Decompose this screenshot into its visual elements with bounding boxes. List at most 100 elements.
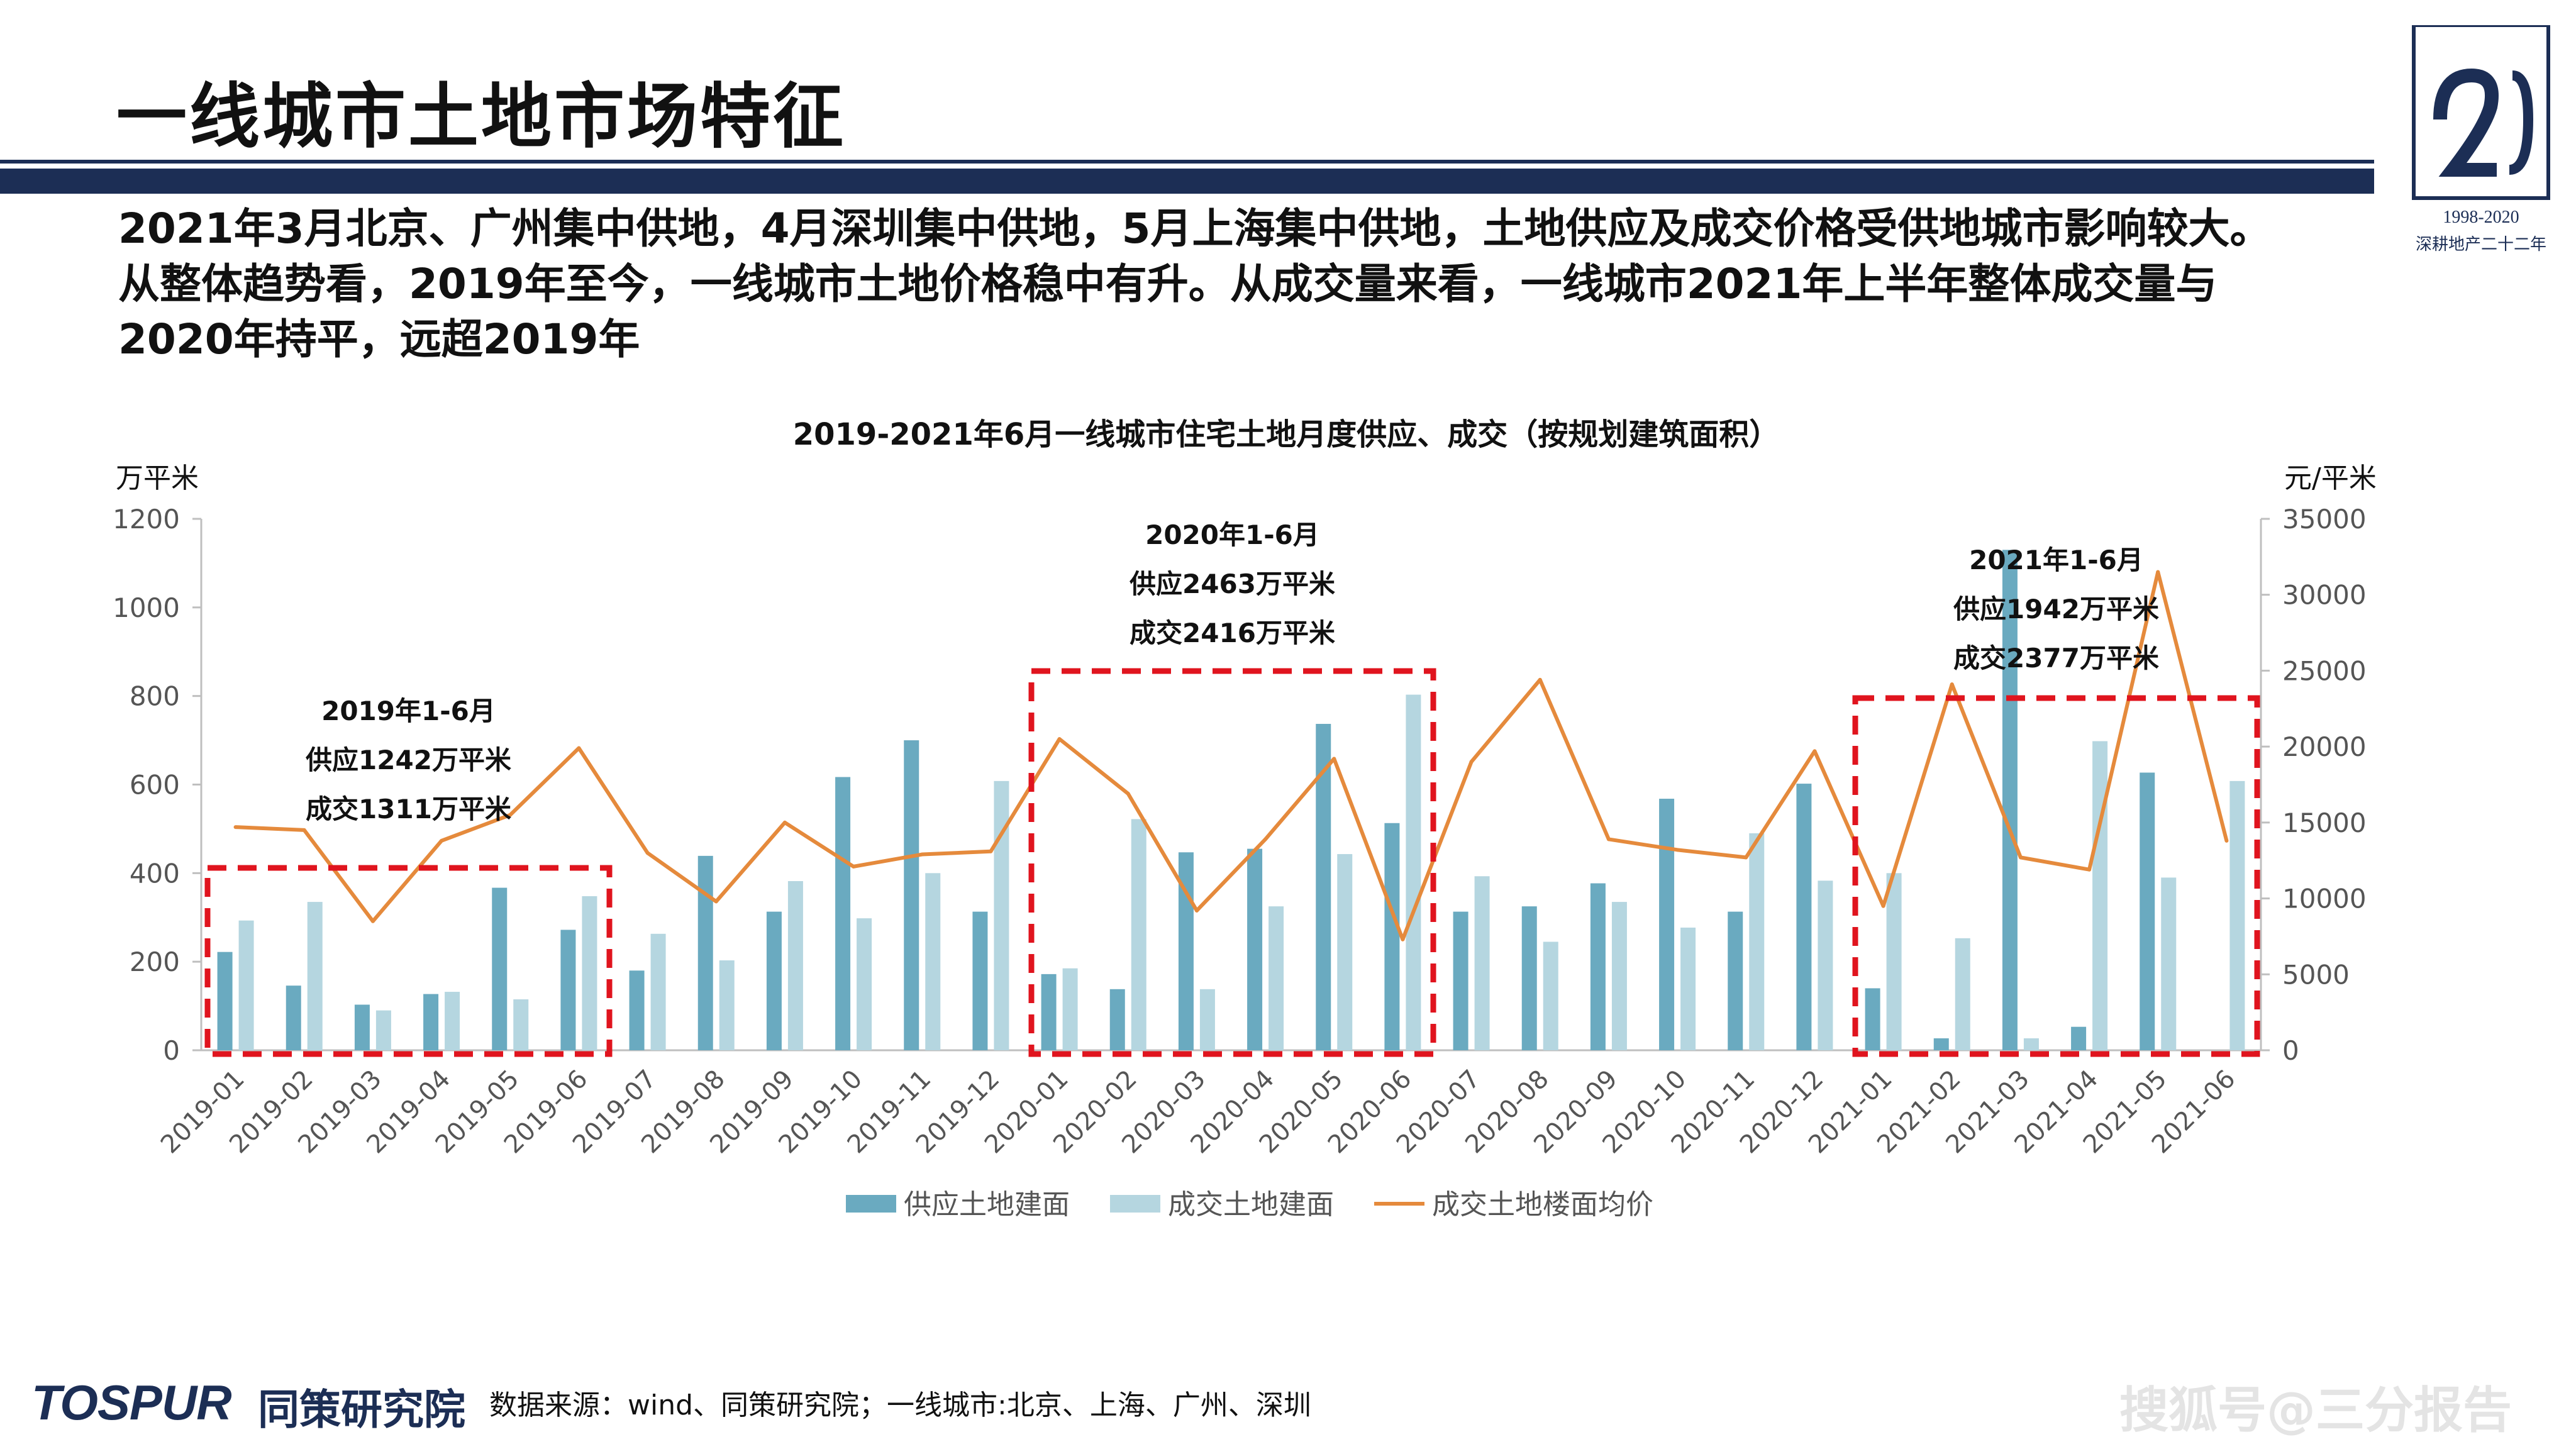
right-tick-label: 0 xyxy=(2282,1035,2299,1066)
annotation-label: 成交2416万平米 xyxy=(1130,618,1335,648)
deal-bar xyxy=(719,960,735,1050)
annotation-label: 供应1942万平米 xyxy=(1953,594,2159,625)
deal-bar xyxy=(1406,694,1421,1050)
supply-bar xyxy=(1453,911,1468,1050)
deal-bar xyxy=(2161,877,2177,1050)
supply-bar xyxy=(286,985,301,1050)
supply-bar xyxy=(1521,906,1537,1050)
supply-bar xyxy=(2140,772,2155,1050)
price-point xyxy=(1263,837,1268,841)
price-point xyxy=(1606,837,1611,841)
right-tick-label: 25000 xyxy=(2282,655,2367,686)
deal-bar xyxy=(1818,880,1833,1050)
supply-bar xyxy=(1659,799,1675,1050)
supply-bar xyxy=(354,1004,370,1050)
price-point xyxy=(508,813,513,817)
deal-bar xyxy=(650,933,666,1050)
price-point xyxy=(1126,791,1130,796)
price-point xyxy=(714,899,718,904)
tospur-logo-cn: 同策研究院 xyxy=(258,1385,465,1434)
supply-bar xyxy=(904,740,919,1050)
supply-bar xyxy=(766,911,782,1050)
deal-bar xyxy=(1062,968,1078,1050)
supply-bar xyxy=(1728,911,1743,1050)
left-tick-label: 1000 xyxy=(113,592,180,623)
annotation-label: 2020年1-6月 xyxy=(1145,519,1319,550)
supply-bar xyxy=(1933,1038,1949,1050)
data-source-note: 数据来源：wind、同策研究院；一线城市:北京、上海、广州、深圳 xyxy=(489,1389,1311,1421)
price-point xyxy=(920,852,924,857)
price-point xyxy=(1057,737,1062,741)
deal-bar xyxy=(1337,854,1353,1050)
highlight-box xyxy=(204,865,613,1057)
price-point xyxy=(1469,760,1474,764)
right-tick-label: 35000 xyxy=(2282,504,2367,535)
left-tick-label: 400 xyxy=(130,858,180,889)
deal-bar xyxy=(1749,833,1765,1050)
price-point xyxy=(852,864,856,869)
deal-bar xyxy=(1474,876,1490,1050)
highlight-box xyxy=(1852,695,2260,1057)
price-point xyxy=(1538,677,1542,682)
price-point xyxy=(2224,838,2229,843)
price-point xyxy=(302,828,306,832)
price-line xyxy=(235,570,2229,941)
right-tick-label: 20000 xyxy=(2282,731,2367,762)
annotation-label: 成交1311万平米 xyxy=(306,794,511,824)
price-point xyxy=(2087,867,2092,872)
price-point xyxy=(233,825,238,830)
annotation-label: 供应1242万平米 xyxy=(306,745,511,775)
chart-legend: 供应土地建面 成交土地建面 成交土地楼面均价 xyxy=(846,1189,1653,1221)
deal-bar xyxy=(513,999,529,1050)
legend-supply-swatch xyxy=(846,1195,896,1213)
deal-bar xyxy=(1680,927,1696,1050)
left-tick-label: 1200 xyxy=(113,504,180,535)
supply-bar xyxy=(1384,823,1400,1050)
supply-bar xyxy=(629,970,645,1050)
price-point xyxy=(1332,757,1336,761)
annotation-label: 供应2463万平米 xyxy=(1130,569,1335,599)
deal-bar xyxy=(994,780,1009,1050)
deal-bar xyxy=(445,992,460,1050)
supply-bar xyxy=(1109,989,1125,1050)
deal-bar xyxy=(2092,741,2108,1050)
supply-deal-chart: 2019-2021年6月一线城市住宅土地月度供应、成交（按规划建筑面积） 万平米… xyxy=(113,417,2377,1221)
bar-series xyxy=(217,550,2245,1050)
supply-bar xyxy=(697,855,713,1050)
legend-supply-label: 供应土地建面 xyxy=(904,1189,1070,1221)
left-tick-label: 200 xyxy=(130,947,180,977)
supply-bar xyxy=(2002,550,2018,1050)
left-tick-label: 0 xyxy=(163,1035,180,1066)
right-axis-unit: 元/平米 xyxy=(2284,462,2377,494)
deal-bar xyxy=(307,902,323,1050)
price-point xyxy=(1813,749,1817,753)
chart-title: 2019-2021年6月一线城市住宅土地月度供应、成交（按规划建筑面积） xyxy=(793,417,1780,452)
price-point xyxy=(2018,855,2023,860)
price-line-series xyxy=(233,570,2229,941)
tospur-logo: TOSPUR xyxy=(31,1375,232,1430)
deal-bar xyxy=(1131,819,1146,1050)
price-point xyxy=(1194,908,1199,913)
price-point xyxy=(645,851,650,855)
price-point xyxy=(1675,848,1680,852)
axis-ticks: 0 200 400 600 800 1000 1200 0 5000 10000 15000 2000… xyxy=(113,504,2367,1066)
price-point xyxy=(1950,682,1954,687)
deal-bar xyxy=(1955,938,1970,1050)
deal-bar xyxy=(2229,780,2245,1050)
annotation-label: 2021年1-6月 xyxy=(1969,545,2143,575)
watermark: 搜狐号@三分报告 xyxy=(2119,1382,2512,1439)
supply-bar xyxy=(560,930,576,1050)
supply-bar xyxy=(1590,883,1606,1050)
summary-line: 2021年3月北京、广州集中供地，4月深圳集中供地，5月上海集中供地，土地供应及… xyxy=(118,204,2272,253)
price-point xyxy=(1744,855,1748,860)
left-tick-label: 600 xyxy=(130,770,180,801)
price-point xyxy=(1881,904,1885,908)
logo-years: 1998-2020 xyxy=(2443,208,2519,227)
legend-price-label: 成交土地楼面均价 xyxy=(1432,1189,1653,1221)
supply-bar xyxy=(1247,848,1263,1050)
summary-line: 2020年持平，远超2019年 xyxy=(118,315,640,364)
supply-bar xyxy=(1865,988,1880,1050)
summary-text: 2021年3月北京、广州集中供地，4月深圳集中供地，5月上海集中供地，土地供应及… xyxy=(118,201,2357,367)
right-tick-label: 10000 xyxy=(2282,884,2367,914)
